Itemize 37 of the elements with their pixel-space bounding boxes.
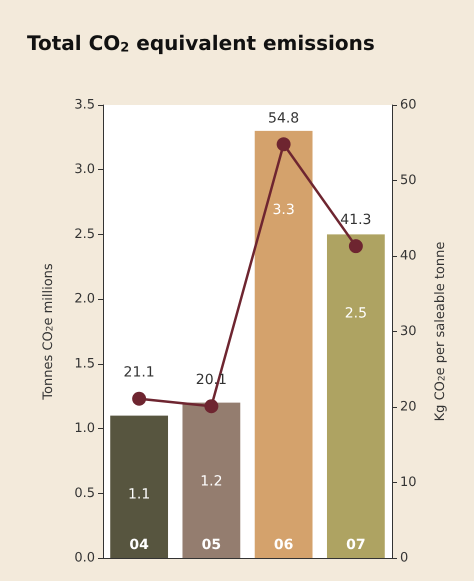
- bar: [182, 402, 240, 558]
- x-tick-label: 04: [129, 537, 150, 553]
- data-label: 21.1: [124, 364, 155, 381]
- y-tick-label: 3.5: [74, 98, 95, 112]
- data-label: 1.2: [200, 474, 223, 490]
- x-tick-label: 07: [346, 537, 366, 553]
- y2-tick-label: 40: [400, 248, 417, 264]
- y2-tick-label: 30: [400, 324, 417, 339]
- y2-tick-label: 20: [400, 400, 417, 414]
- data-label: 3.3: [272, 202, 295, 218]
- data-label: 54.8: [268, 110, 300, 126]
- bar: [254, 130, 313, 558]
- bar: [326, 234, 385, 558]
- y-tick-label: 3.0: [74, 162, 95, 178]
- y-tick-label: 1.0: [74, 421, 95, 436]
- y-axis-title: Tonnes CO2e millions: [41, 263, 56, 401]
- chart-title: Total CO2 equivalent emissions: [27, 31, 375, 56]
- data-label: 41.3: [340, 212, 372, 228]
- point: [132, 392, 146, 406]
- y-tick-label: 2.5: [74, 226, 95, 242]
- y2-axis-title: Kg CO2e per saleable tonne: [433, 242, 448, 422]
- y2-tick-label: 60: [400, 98, 417, 112]
- x-tick-label: 05: [202, 537, 222, 553]
- point: [276, 137, 291, 152]
- x-tick-label: 06: [274, 537, 294, 553]
- data-label: 1.1: [128, 486, 150, 503]
- y2-tick-label: 0: [400, 550, 408, 566]
- y-tick-label: 0.5: [74, 486, 95, 501]
- data-label: 2.5: [344, 305, 368, 322]
- point: [348, 239, 363, 254]
- y2-tick-label: 50: [400, 173, 417, 188]
- y2-tick-label: 10: [400, 475, 417, 490]
- bar: [110, 416, 168, 558]
- y-tick-label: 2.0: [74, 292, 95, 307]
- y-tick-label: 0.0: [74, 550, 95, 566]
- point: [204, 399, 218, 414]
- y-tick-label: 1.5: [74, 356, 95, 372]
